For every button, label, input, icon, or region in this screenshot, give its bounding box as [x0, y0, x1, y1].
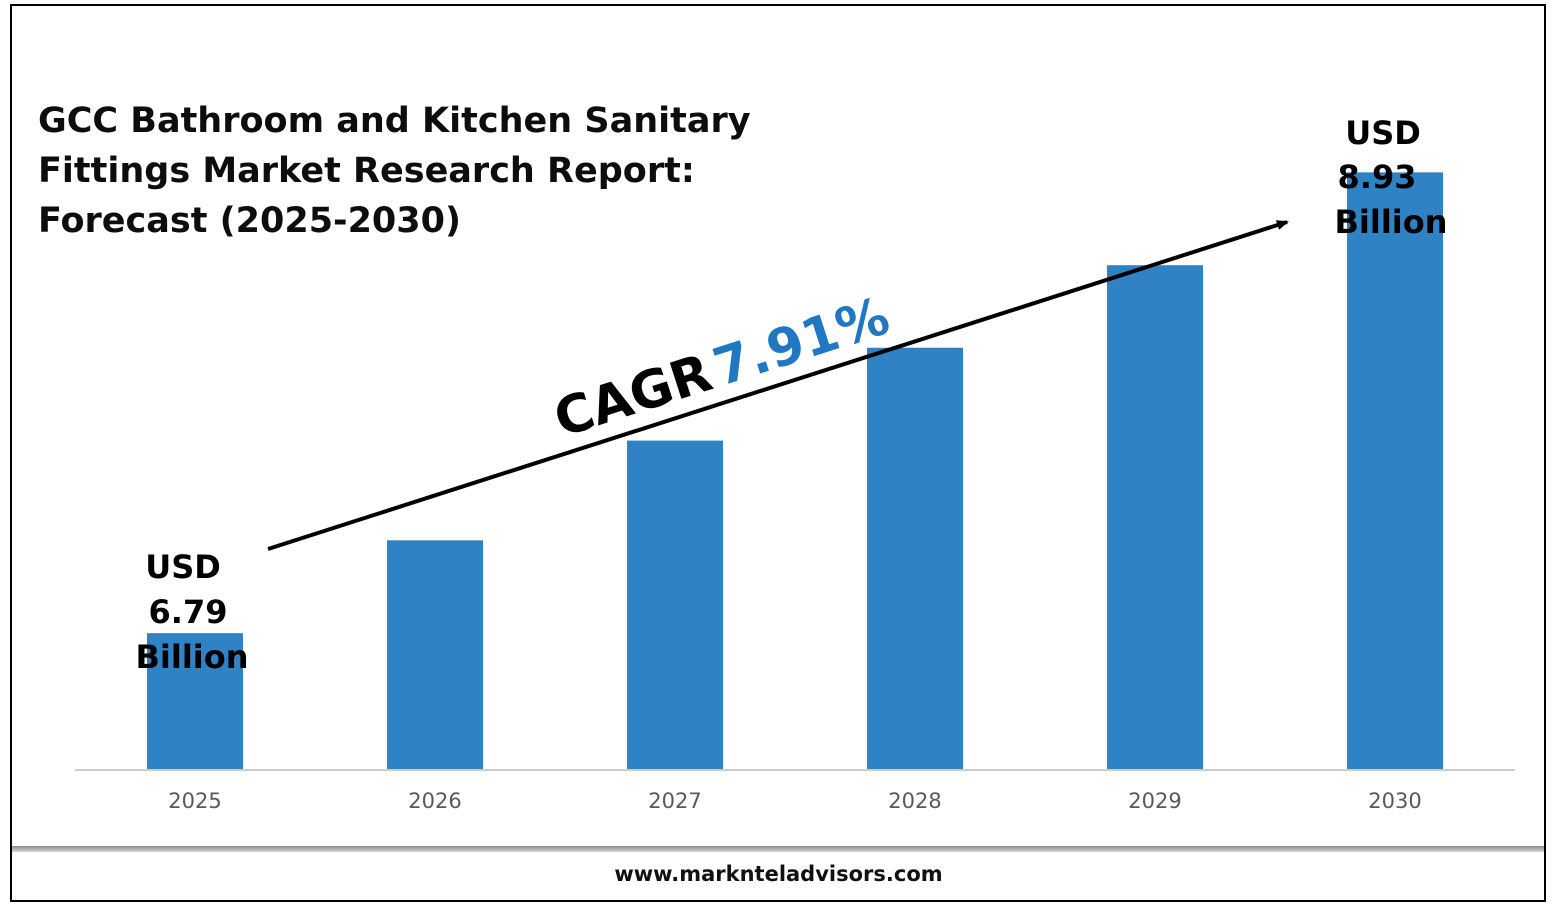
bar-2025 [147, 633, 243, 769]
start-label-unit: Billion [135, 638, 248, 676]
x-tick-2026: 2026 [408, 789, 461, 813]
bar-2029 [1107, 265, 1203, 769]
x-tick-2030: 2030 [1368, 789, 1421, 813]
bar-2027 [627, 440, 723, 769]
x-tick-2025: 2025 [168, 789, 221, 813]
end-label-unit: Billion [1334, 203, 1447, 241]
start-label-currency: USD [145, 548, 221, 586]
end-label-currency: USD [1345, 114, 1421, 152]
bar-2030 [1347, 172, 1443, 769]
x-tick-2029: 2029 [1128, 789, 1181, 813]
footer-url: www.marknteladvisors.com [614, 862, 943, 886]
bar-2028 [867, 347, 963, 769]
growth-arrow [267, 220, 1289, 551]
start-label-value: 6.79 [149, 593, 228, 631]
title-line-1: GCC Bathroom and Kitchen Sanitary [38, 101, 751, 141]
bar-2026 [387, 540, 483, 769]
title-line-3: Forecast (2025-2030) [38, 201, 461, 241]
chart-frame [10, 4, 1546, 902]
x-tick-2027: 2027 [648, 789, 701, 813]
end-label-value: 8.93 [1338, 158, 1417, 196]
x-tick-2028: 2028 [888, 789, 941, 813]
title-line-2: Fittings Market Research Report: [38, 151, 695, 191]
chart-title: GCC Bathroom and Kitchen Sanitary Fittin… [38, 96, 798, 246]
footer-divider [12, 846, 1544, 852]
